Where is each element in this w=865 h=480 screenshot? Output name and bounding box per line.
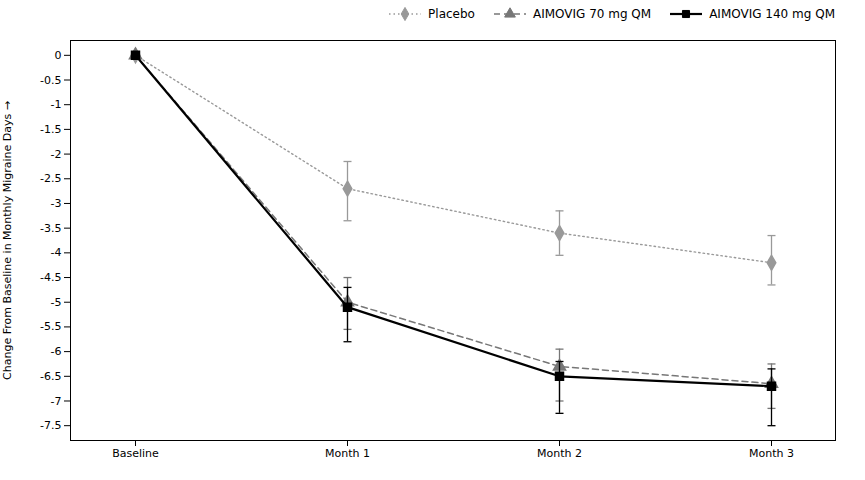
svg-text:-4: -4 — [51, 246, 62, 259]
svg-text:-3.5: -3.5 — [40, 222, 61, 235]
svg-text:Change From Baseline in Monthl: Change From Baseline in Monthly Migraine… — [1, 101, 14, 380]
svg-text:-6: -6 — [51, 345, 62, 358]
svg-text:0: 0 — [55, 49, 62, 62]
svg-text:-3: -3 — [51, 197, 62, 210]
svg-text:-5: -5 — [51, 296, 62, 309]
svg-text:-4.5: -4.5 — [40, 271, 61, 284]
svg-text:-1: -1 — [51, 98, 62, 111]
svg-text:Month 3: Month 3 — [749, 447, 794, 460]
html-text:AIMOVIG 140 mg QM: AIMOVIG 140 mg QM — [709, 7, 835, 21]
html-text:Placebo: Placebo — [428, 7, 475, 21]
svg-text:Month 1: Month 1 — [325, 447, 370, 460]
svg-text:-2.5: -2.5 — [40, 172, 61, 185]
svg-text:-2: -2 — [51, 148, 62, 161]
svg-text:-6.5: -6.5 — [40, 370, 61, 383]
svg-text:-5.5: -5.5 — [40, 320, 61, 333]
svg-text:-7: -7 — [51, 395, 62, 408]
svg-text:-1.5: -1.5 — [40, 123, 61, 136]
svg-text:-0.5: -0.5 — [40, 74, 61, 87]
svg-text:Month 2: Month 2 — [537, 447, 582, 460]
svg-text:-7.5: -7.5 — [40, 419, 61, 432]
html-text:AIMOVIG 70 mg QM: AIMOVIG 70 mg QM — [533, 7, 652, 21]
svg-text:Baseline: Baseline — [112, 447, 159, 460]
